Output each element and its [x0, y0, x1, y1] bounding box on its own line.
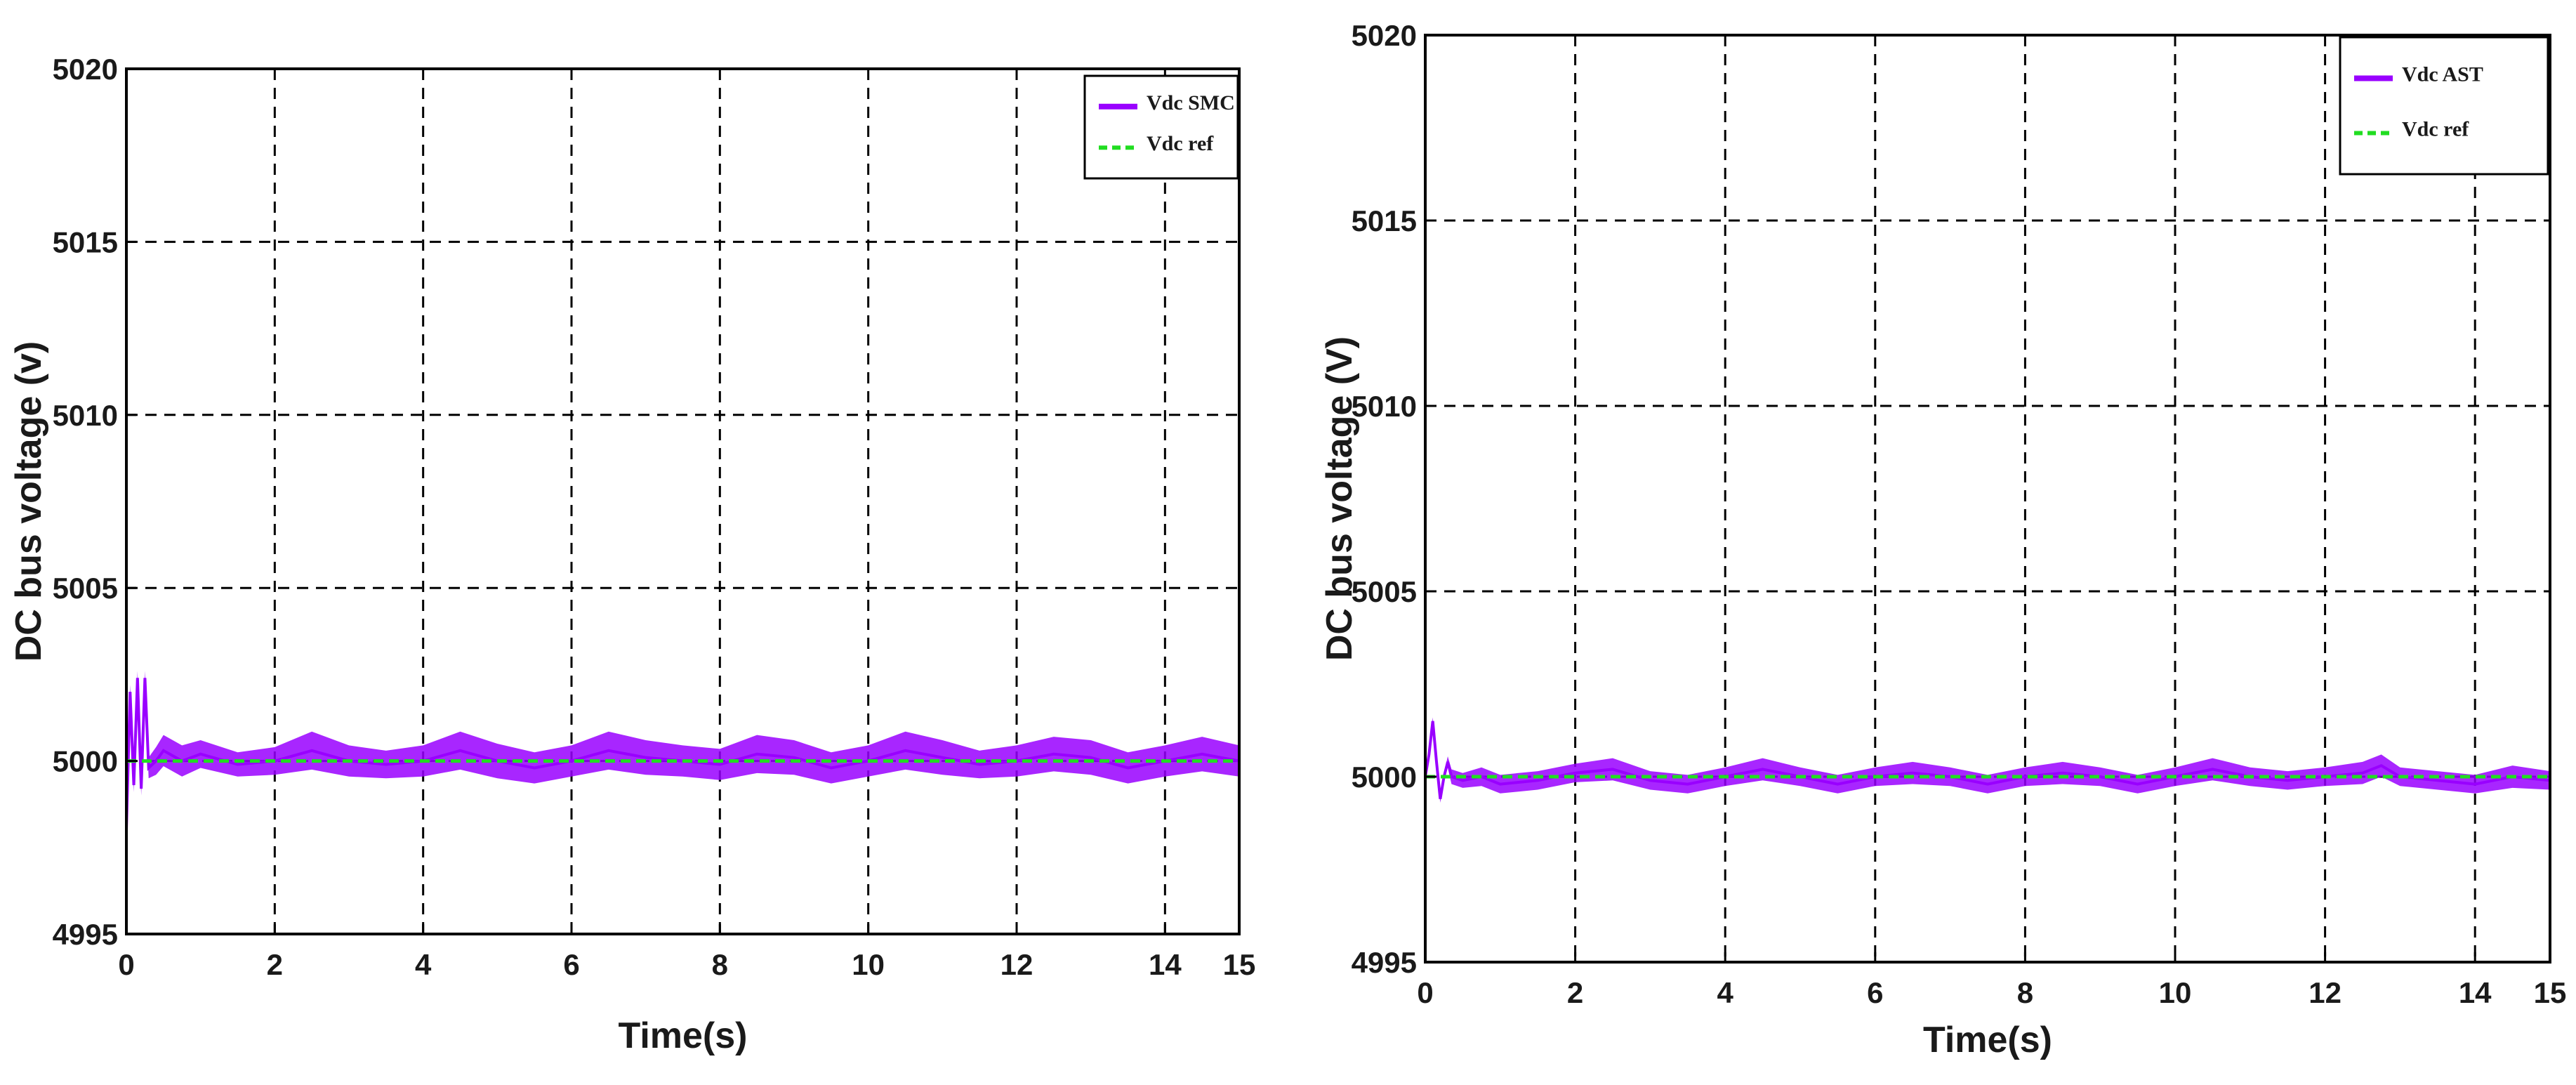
y-tick-label: 5010 — [1352, 390, 1417, 423]
x-tick-label: 0 — [118, 948, 134, 981]
legend-box — [1083, 74, 1239, 180]
x-tick-label: 14 — [2459, 976, 2492, 1009]
x-tick-label: 8 — [712, 948, 728, 981]
series-envelope-0 — [126, 671, 1239, 838]
plot-frame — [125, 67, 1241, 935]
series-line-0 — [125, 678, 1240, 831]
y-tick-label: 5005 — [1352, 575, 1417, 608]
x-tick-label: 6 — [1867, 976, 1883, 1009]
x-tick-label: 2 — [267, 948, 283, 981]
y-tick-label: 4995 — [53, 918, 118, 951]
legend-box — [2339, 36, 2549, 176]
x-axis-label: Time(s) — [619, 1015, 748, 1056]
y-tick-label: 5000 — [53, 745, 118, 778]
x-tick-label: 15 — [1223, 948, 1256, 981]
x-tick-label: 0 — [1417, 976, 1433, 1009]
x-axis-label: Time(s) — [1923, 1020, 2052, 1060]
y-tick-label: 5005 — [53, 572, 118, 605]
x-tick-label: 8 — [2017, 976, 2033, 1009]
x-tick-label: 12 — [1000, 948, 1033, 981]
y-axis-label: DC bus voltage (v) — [8, 341, 49, 662]
y-tick-label: 5015 — [1352, 204, 1417, 237]
legend-label: Vdc SMC — [1147, 91, 1235, 114]
x-tick-label: 4 — [415, 948, 432, 981]
y-tick-label: 5020 — [1352, 19, 1417, 52]
x-tick-label: 4 — [1717, 976, 1734, 1009]
y-tick-label: 5010 — [53, 399, 118, 432]
x-tick-label: 10 — [852, 948, 885, 981]
y-tick-label: 5000 — [1352, 761, 1417, 794]
plot-area — [126, 69, 1239, 934]
x-tick-label: 12 — [2309, 976, 2341, 1009]
x-tick-label: 14 — [1149, 948, 1182, 981]
plot-frame — [1424, 34, 2551, 964]
y-tick-label: 5015 — [53, 225, 118, 258]
x-tick-label: 15 — [2534, 976, 2567, 1009]
series-line-0 — [1424, 721, 2551, 800]
x-tick-label: 10 — [2159, 976, 2192, 1009]
legend-label: Vdc ref — [2402, 118, 2469, 141]
legend: Vdc SMC Vdc ref — [1083, 74, 1239, 180]
x-tick-label: 6 — [563, 948, 579, 981]
y-axis-label: DC bus voltage (V) — [1319, 336, 1360, 661]
y-tick-label: 5020 — [53, 53, 118, 86]
legend-label: Vdc ref — [1147, 132, 1214, 155]
chart-panel-1: 0 2 4 6 8 10 12 14 15 4995 5000 5005 5010 5015 5020 Tim… — [8, 53, 1255, 1056]
y-tick-label: 4995 — [1352, 946, 1417, 979]
chart-panel-2: 0 2 4 6 8 10 12 14 15 4995 5000 5005 5010 5015 5020 Tim… — [1319, 19, 2566, 1060]
legend-label: Vdc AST — [2402, 63, 2483, 86]
legend: Vdc AST Vdc ref — [2339, 36, 2549, 176]
plot-area — [1425, 35, 2550, 962]
x-tick-label: 2 — [1567, 976, 1583, 1009]
